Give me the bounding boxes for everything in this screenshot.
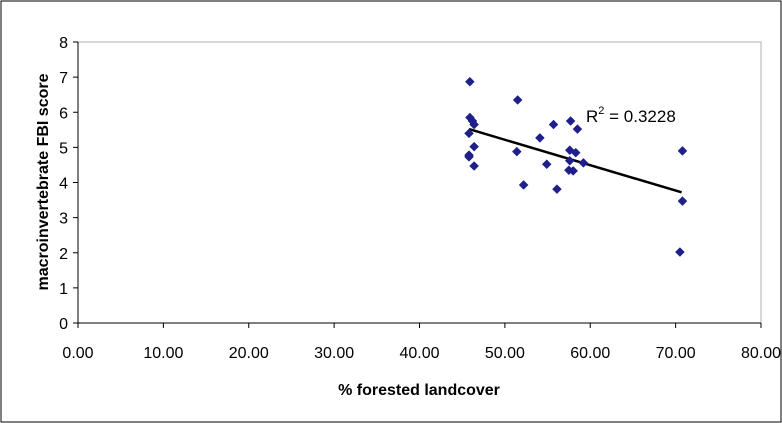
data-point <box>469 141 479 152</box>
x-tick-label: 20.00 <box>229 345 269 362</box>
data-point <box>511 146 522 157</box>
x-tick-label: 40.00 <box>399 345 439 362</box>
data-point <box>469 161 479 171</box>
r-squared-letter: R <box>586 107 598 126</box>
data-point <box>548 119 559 130</box>
data-point <box>572 124 583 134</box>
data-point <box>464 152 474 162</box>
y-axis-title: macroinvertebrate FBI score <box>35 73 52 290</box>
data-point <box>677 146 688 156</box>
r-squared-value: = 0.3228 <box>604 107 675 126</box>
r-squared-annotation: R2 = 0.3228 <box>586 105 676 126</box>
trendline <box>468 127 682 194</box>
x-axis-title: % forested landcover <box>338 382 500 399</box>
y-tick-label: 4 <box>59 176 68 193</box>
data-point <box>677 196 688 206</box>
data-point <box>535 133 545 143</box>
data-point <box>512 95 523 105</box>
data-point <box>552 184 562 195</box>
x-tick-label: 0.00 <box>62 345 93 362</box>
x-tick-label: 30.00 <box>314 345 354 362</box>
x-tick-label: 10.00 <box>143 345 183 362</box>
y-tick-label: 0 <box>59 316 68 333</box>
data-point <box>518 180 529 190</box>
x-tick-label: 60.00 <box>570 345 610 362</box>
data-point <box>465 76 475 87</box>
data-point <box>565 116 576 126</box>
y-tick-label: 8 <box>59 35 68 52</box>
trendline-group <box>468 127 682 194</box>
data-point <box>578 157 589 168</box>
y-tick-label: 3 <box>59 211 68 228</box>
y-tick-label: 2 <box>59 246 68 263</box>
data-point <box>464 128 474 139</box>
data-point <box>564 155 575 166</box>
data-point <box>675 247 685 257</box>
r-squared-superscript: 2 <box>598 105 604 117</box>
data-points <box>464 76 688 257</box>
x-tick-label: 50.00 <box>485 345 525 362</box>
y-tick-label: 1 <box>59 281 68 298</box>
x-tick-label: 70.00 <box>656 345 696 362</box>
y-tick-label: 7 <box>59 70 68 87</box>
data-point <box>570 147 581 158</box>
y-tick-label: 5 <box>59 140 68 157</box>
y-tick-label: 6 <box>59 105 68 122</box>
data-point <box>541 159 552 170</box>
data-point <box>568 166 579 176</box>
x-tick-label: 80.00 <box>741 345 781 362</box>
data-point <box>469 119 479 130</box>
